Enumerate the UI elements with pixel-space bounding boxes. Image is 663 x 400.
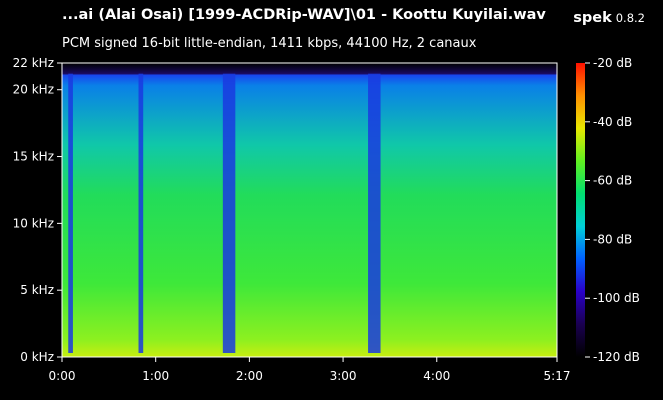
x-tick-label: 2:00: [236, 369, 263, 383]
plot-frame: [61, 62, 558, 358]
quiet-segment-4: [368, 73, 381, 353]
y-tick-label: 15 kHz: [13, 150, 54, 164]
window-title: ...ai (Alai Osai) [1999-ACDRip-WAV]\01 -…: [62, 7, 546, 23]
color-scale: -20 dB -40 dB -60 dB -80 dB -100 dB -120 dB: [576, 56, 640, 364]
x-tick-label: 4:00: [423, 369, 450, 383]
x-tick-label: 3:00: [330, 369, 357, 383]
app-version: 0.8.2: [615, 11, 645, 25]
spectrogram-plot: [61, 62, 558, 358]
quiet-segment-2: [138, 73, 144, 353]
color-scale-tick-label: -60 dB: [593, 174, 632, 188]
y-tick-label: 10 kHz: [13, 216, 54, 230]
app-label: spek 0.8.2: [573, 7, 645, 26]
color-scale-tick-label: -80 dB: [593, 232, 632, 246]
y-axis: 0 kHz 5 kHz 10 kHz 15 kHz 20 kHz 22 kHz: [13, 56, 62, 364]
y-tick-label: 20 kHz: [13, 83, 54, 97]
color-scale-tick-label: -20 dB: [593, 56, 632, 70]
x-axis: 0:00 1:00 2:00 3:00 4:00 5:17: [49, 357, 571, 383]
color-scale-tick-label: -120 dB: [593, 350, 640, 364]
y-tick-label: 0 kHz: [20, 350, 54, 364]
color-scale-tick-label: -100 dB: [593, 291, 640, 305]
y-tick-label: 22 kHz: [13, 56, 54, 70]
y-tick-label: 5 kHz: [20, 283, 54, 297]
quiet-segment-1: [68, 73, 73, 353]
color-scale-tick-label: -40 dB: [593, 115, 632, 129]
color-scale-bar: [576, 63, 585, 357]
x-tick-label: 1:00: [142, 369, 169, 383]
app-name: spek: [573, 10, 612, 26]
quiet-segment-3: [222, 73, 236, 353]
x-tick-label: 5:17: [544, 369, 571, 383]
x-tick-label: 0:00: [49, 369, 76, 383]
file-info: PCM signed 16-bit little-endian, 1411 kb…: [62, 36, 477, 51]
spectrogram-background: [62, 63, 557, 357]
